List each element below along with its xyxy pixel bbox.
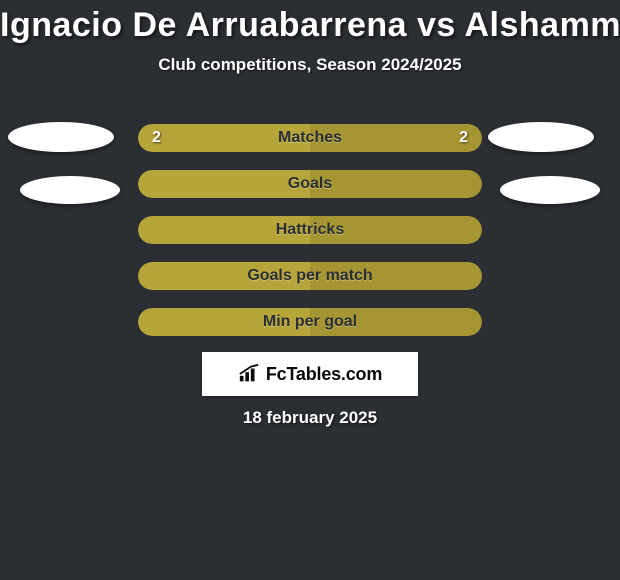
page-title: Ignacio De Arruabarrena vs Alshammari [0, 0, 620, 45]
bar-matches: 2 2 Matches [138, 124, 482, 152]
bar-hattricks: Hattricks [138, 216, 482, 244]
brand-logo[interactable]: FcTables.com [202, 352, 418, 396]
bar-goals-per-match: Goals per match [138, 262, 482, 290]
stat-bars: 2 2 Matches Goals Hattricks Goals per ma… [138, 124, 482, 354]
bar-min-per-goal: Min per goal [138, 308, 482, 336]
player-badge-right-1 [488, 122, 594, 152]
bar-chart-icon [238, 364, 260, 384]
bar-goals: Goals [138, 170, 482, 198]
bar-right-value: 2 [459, 124, 468, 152]
bar-label: Goals per match [138, 262, 482, 290]
bar-left-value: 2 [152, 124, 161, 152]
bar-label: Hattricks [138, 216, 482, 244]
bar-label: Min per goal [138, 308, 482, 336]
page-subtitle: Club competitions, Season 2024/2025 [0, 55, 620, 75]
date-label: 18 february 2025 [0, 408, 620, 428]
brand-logo-text: FcTables.com [266, 364, 382, 385]
bar-label: Matches [138, 124, 482, 152]
player-badge-left-2 [20, 176, 120, 204]
brand-logo-label: FcTables.com [238, 364, 382, 385]
player-badge-right-2 [500, 176, 600, 204]
player-badge-left-1 [8, 122, 114, 152]
bar-label: Goals [138, 170, 482, 198]
